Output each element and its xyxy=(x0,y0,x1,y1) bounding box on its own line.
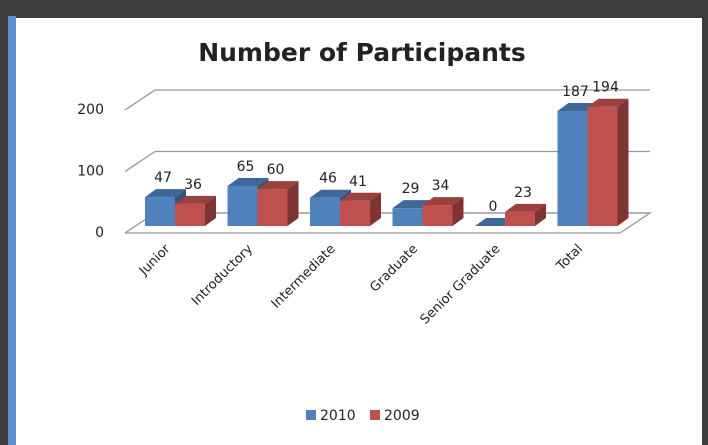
bar-top xyxy=(505,203,546,212)
bar-top xyxy=(145,189,186,198)
bar-top xyxy=(257,181,299,190)
value-label: 0 xyxy=(489,199,498,215)
legend-swatch xyxy=(306,410,316,420)
bar-front xyxy=(175,203,205,226)
value-label: 187 xyxy=(562,84,589,100)
value-label: 29 xyxy=(402,181,420,197)
bar xyxy=(175,195,216,226)
bar-front xyxy=(392,208,423,226)
bar-front xyxy=(422,205,453,226)
frame-edge xyxy=(8,16,16,445)
bar xyxy=(340,192,381,226)
bar-side xyxy=(287,181,299,226)
value-label: 65 xyxy=(237,159,255,175)
value-label: 23 xyxy=(514,185,532,201)
value-label: 60 xyxy=(267,162,285,178)
chart-title: Number of Participants xyxy=(198,38,526,67)
bar-top xyxy=(587,98,629,107)
bar-front xyxy=(257,189,288,226)
bar-side xyxy=(205,195,216,226)
legend-label: 2009 xyxy=(384,408,420,424)
value-label: 34 xyxy=(432,178,450,194)
legend-swatch xyxy=(370,410,380,420)
bar-side xyxy=(535,203,546,226)
chart-area xyxy=(16,18,702,445)
grid-line xyxy=(124,89,650,111)
bar-top xyxy=(422,197,464,206)
grid-line xyxy=(124,150,650,173)
bar-side xyxy=(617,98,629,226)
bar-top xyxy=(310,189,351,198)
bar-front xyxy=(340,200,370,226)
y-tick-label: 0 xyxy=(95,225,104,241)
bar-front xyxy=(505,211,535,226)
bar-front xyxy=(587,106,618,226)
bar-front xyxy=(557,110,588,226)
bar-side xyxy=(452,197,464,226)
bar-front xyxy=(227,186,258,226)
bar-top xyxy=(175,195,216,204)
bar-top xyxy=(340,192,381,201)
value-label: 36 xyxy=(184,177,202,193)
bar-top xyxy=(227,178,269,187)
value-label: 41 xyxy=(349,174,367,190)
value-label: 46 xyxy=(319,171,337,187)
bar xyxy=(257,181,299,226)
bar xyxy=(422,197,464,226)
value-label: 47 xyxy=(154,170,172,186)
legend-label: 2010 xyxy=(320,408,356,424)
y-tick-label: 200 xyxy=(77,102,104,118)
bar-front xyxy=(310,197,340,226)
value-label: 194 xyxy=(592,80,619,96)
bar xyxy=(505,203,546,226)
bar-side xyxy=(370,192,381,226)
y-tick-label: 100 xyxy=(77,164,104,180)
bar xyxy=(587,98,629,226)
bar-front xyxy=(145,197,175,226)
